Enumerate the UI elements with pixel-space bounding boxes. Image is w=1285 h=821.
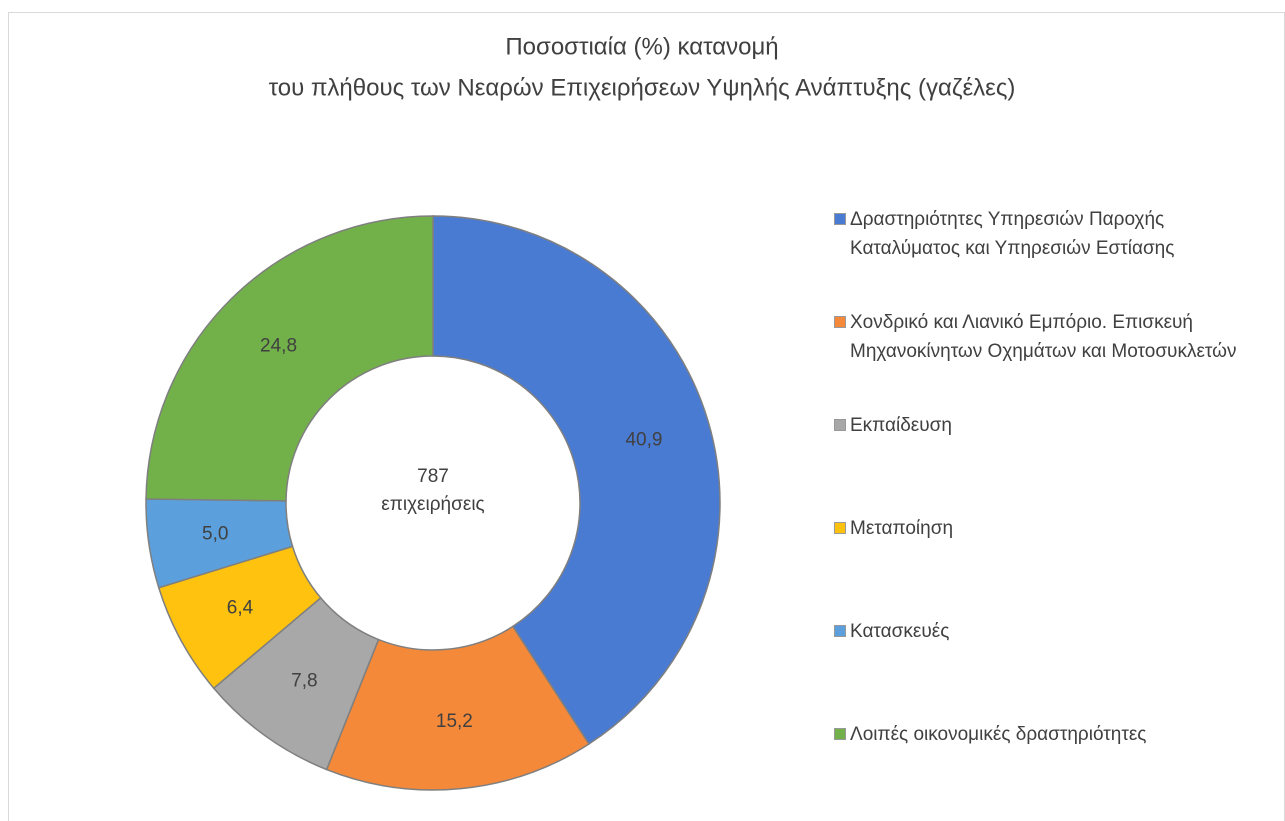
- legend-swatch: [834, 213, 846, 225]
- legend-item: Χονδρικό και Λιανικό Εμπόριο. Επισκευή Μ…: [834, 308, 1274, 366]
- center-label: 787: [417, 466, 449, 487]
- donut-segment: [325, 625, 590, 791]
- data-label: 24,8: [260, 335, 297, 356]
- legend-swatch: [834, 625, 846, 637]
- legend-swatch: [834, 419, 846, 431]
- legend-label: Χονδρικό και Λιανικό Εμπόριο. Επισκευή Μ…: [850, 312, 1237, 362]
- legend-item: Λοιπές οικονομικές δραστηριότητες: [834, 720, 1274, 749]
- donut-segment: [145, 215, 434, 502]
- data-label: 40,9: [625, 430, 662, 451]
- center-label: επιχειρήσεις: [381, 494, 484, 515]
- chart-title: του πλήθους των Νεαρών Επιχειρήσεων Υψηλ…: [269, 74, 1016, 101]
- legend-label: Μεταποίηση: [850, 518, 954, 539]
- data-label: 6,4: [227, 598, 254, 619]
- legend-item: Μεταποίηση: [834, 514, 1274, 543]
- chart-title: Ποσοστιαία (%) κατανομή: [505, 33, 778, 60]
- legend-swatch: [834, 316, 846, 328]
- legend-item: Δραστηριότητες Υπηρεσιών Παροχής Καταλύμ…: [834, 205, 1274, 263]
- legend-label: Λοιπές οικονομικές δραστηριότητες: [850, 724, 1147, 745]
- legend-item: Εκπαίδευση: [834, 411, 1274, 440]
- data-label: 5,0: [202, 523, 228, 544]
- donut-segment: [432, 215, 721, 745]
- legend-swatch: [834, 728, 846, 740]
- data-label: 7,8: [291, 670, 317, 691]
- legend-label: Κατασκευές: [850, 621, 950, 642]
- legend-label: Δραστηριότητες Υπηρεσιών Παροχής Καταλύμ…: [850, 209, 1175, 259]
- legend-item: Κατασκευές: [834, 617, 1274, 646]
- legend-label: Εκπαίδευση: [850, 415, 952, 436]
- legend-swatch: [834, 522, 846, 534]
- data-label: 15,2: [436, 711, 473, 732]
